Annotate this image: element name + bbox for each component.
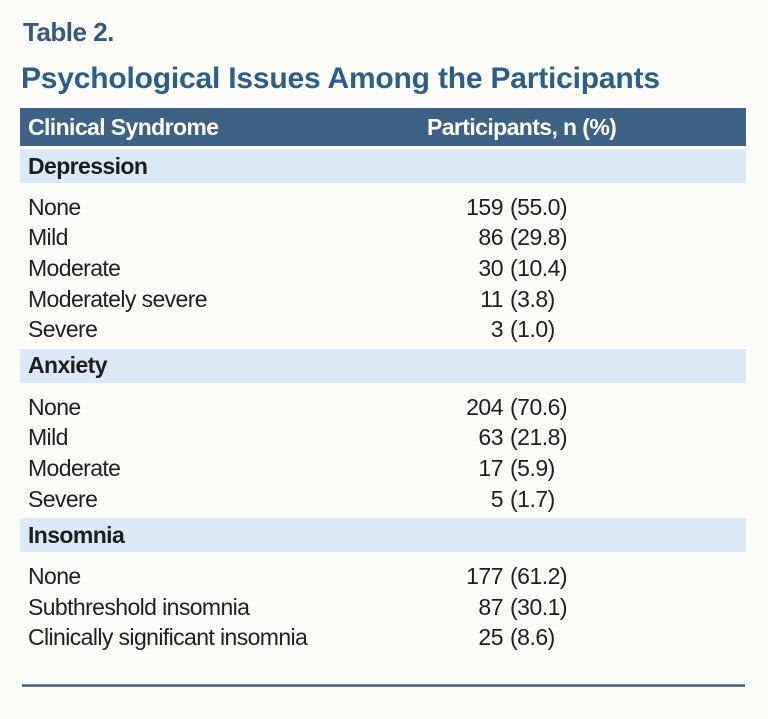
row-percent: (30.1) <box>510 593 568 620</box>
table: Clinical Syndrome Participants, n (%) De… <box>0 108 768 653</box>
section-name: Anxiety <box>28 352 107 379</box>
row-percent: (1.7) <box>510 485 555 512</box>
row-count: 30 <box>478 254 503 281</box>
row-count: 204 <box>466 393 503 420</box>
table-row: None 159 (55.0) <box>20 192 746 223</box>
row-percent: (5.9) <box>510 454 555 481</box>
row-label: None <box>28 193 81 220</box>
row-percent: (10.4) <box>510 254 568 281</box>
table-row: Moderate 17 (5.9) <box>20 453 746 484</box>
row-label: Moderate <box>28 254 121 281</box>
row-percent: (8.6) <box>510 624 555 651</box>
column-header-participants: Participants, n (%) <box>427 113 617 140</box>
row-percent: (3.8) <box>510 285 555 312</box>
row-label: Mild <box>28 424 68 451</box>
row-label: None <box>28 563 81 590</box>
row-count: 11 <box>480 285 503 312</box>
row-percent: (55.0) <box>510 193 568 220</box>
row-count: 86 <box>478 224 503 251</box>
row-label: Subthreshold insomnia <box>28 593 250 620</box>
table-row: None 204 (70.6) <box>20 392 746 423</box>
table-label: Table 2. <box>23 17 114 47</box>
section-name: Insomnia <box>28 521 125 548</box>
row-count: 25 <box>478 624 503 651</box>
section-name: Depression <box>28 152 148 179</box>
table-row: Severe 3 (1.0) <box>20 314 746 345</box>
row-label: Moderate <box>28 454 121 481</box>
table-row: Mild 63 (21.8) <box>20 423 746 454</box>
section-header-depression: Depression <box>20 149 746 183</box>
section-rows-depression: None 159 (55.0) Mild 86 (29.8) Moderate … <box>20 192 746 345</box>
bottom-rule <box>22 684 745 688</box>
row-label: Severe <box>28 485 98 512</box>
table-row: Mild 86 (29.8) <box>20 223 746 254</box>
table-row: Clinically significant insomnia 25 (8.6) <box>20 623 746 654</box>
table-row: None 177 (61.2) <box>20 561 746 592</box>
row-count: 17 <box>478 454 503 481</box>
table-header-row: Clinical Syndrome Participants, n (%) <box>20 108 746 146</box>
row-label: None <box>28 393 81 420</box>
row-count: 3 <box>490 316 504 343</box>
section-header-anxiety: Anxiety <box>20 348 746 383</box>
table-row: Moderate 30 (10.4) <box>20 253 746 284</box>
row-count: 5 <box>490 485 504 512</box>
row-percent: (70.6) <box>510 393 568 420</box>
column-header-clinical-syndrome: Clinical Syndrome <box>28 113 219 140</box>
section-header-insomnia: Insomnia <box>20 518 746 553</box>
table-row: Moderately severe 11 (3.8) <box>20 284 746 315</box>
row-percent: (1.0) <box>510 316 555 343</box>
table-row: Subthreshold insomnia 87 (30.1) <box>20 592 746 623</box>
row-label: Severe <box>28 316 98 343</box>
row-percent: (29.8) <box>510 224 568 251</box>
row-label: Clinically significant insomnia <box>28 624 308 651</box>
page-title: Psychological Issues Among the Participa… <box>21 62 660 95</box>
row-count: 63 <box>478 424 503 451</box>
row-count: 177 <box>466 563 503 590</box>
section-rows-insomnia: None 177 (61.2) Subthreshold insomnia 87… <box>20 561 746 653</box>
row-count: 159 <box>466 193 503 220</box>
row-percent: (61.2) <box>510 563 568 590</box>
row-label: Moderately severe <box>28 285 208 312</box>
table-row: Severe 5 (1.7) <box>20 484 746 515</box>
row-count: 87 <box>478 593 503 620</box>
section-rows-anxiety: None 204 (70.6) Mild 63 (21.8) Moderate … <box>20 392 746 514</box>
row-label: Mild <box>28 224 68 251</box>
row-percent: (21.8) <box>510 424 568 451</box>
